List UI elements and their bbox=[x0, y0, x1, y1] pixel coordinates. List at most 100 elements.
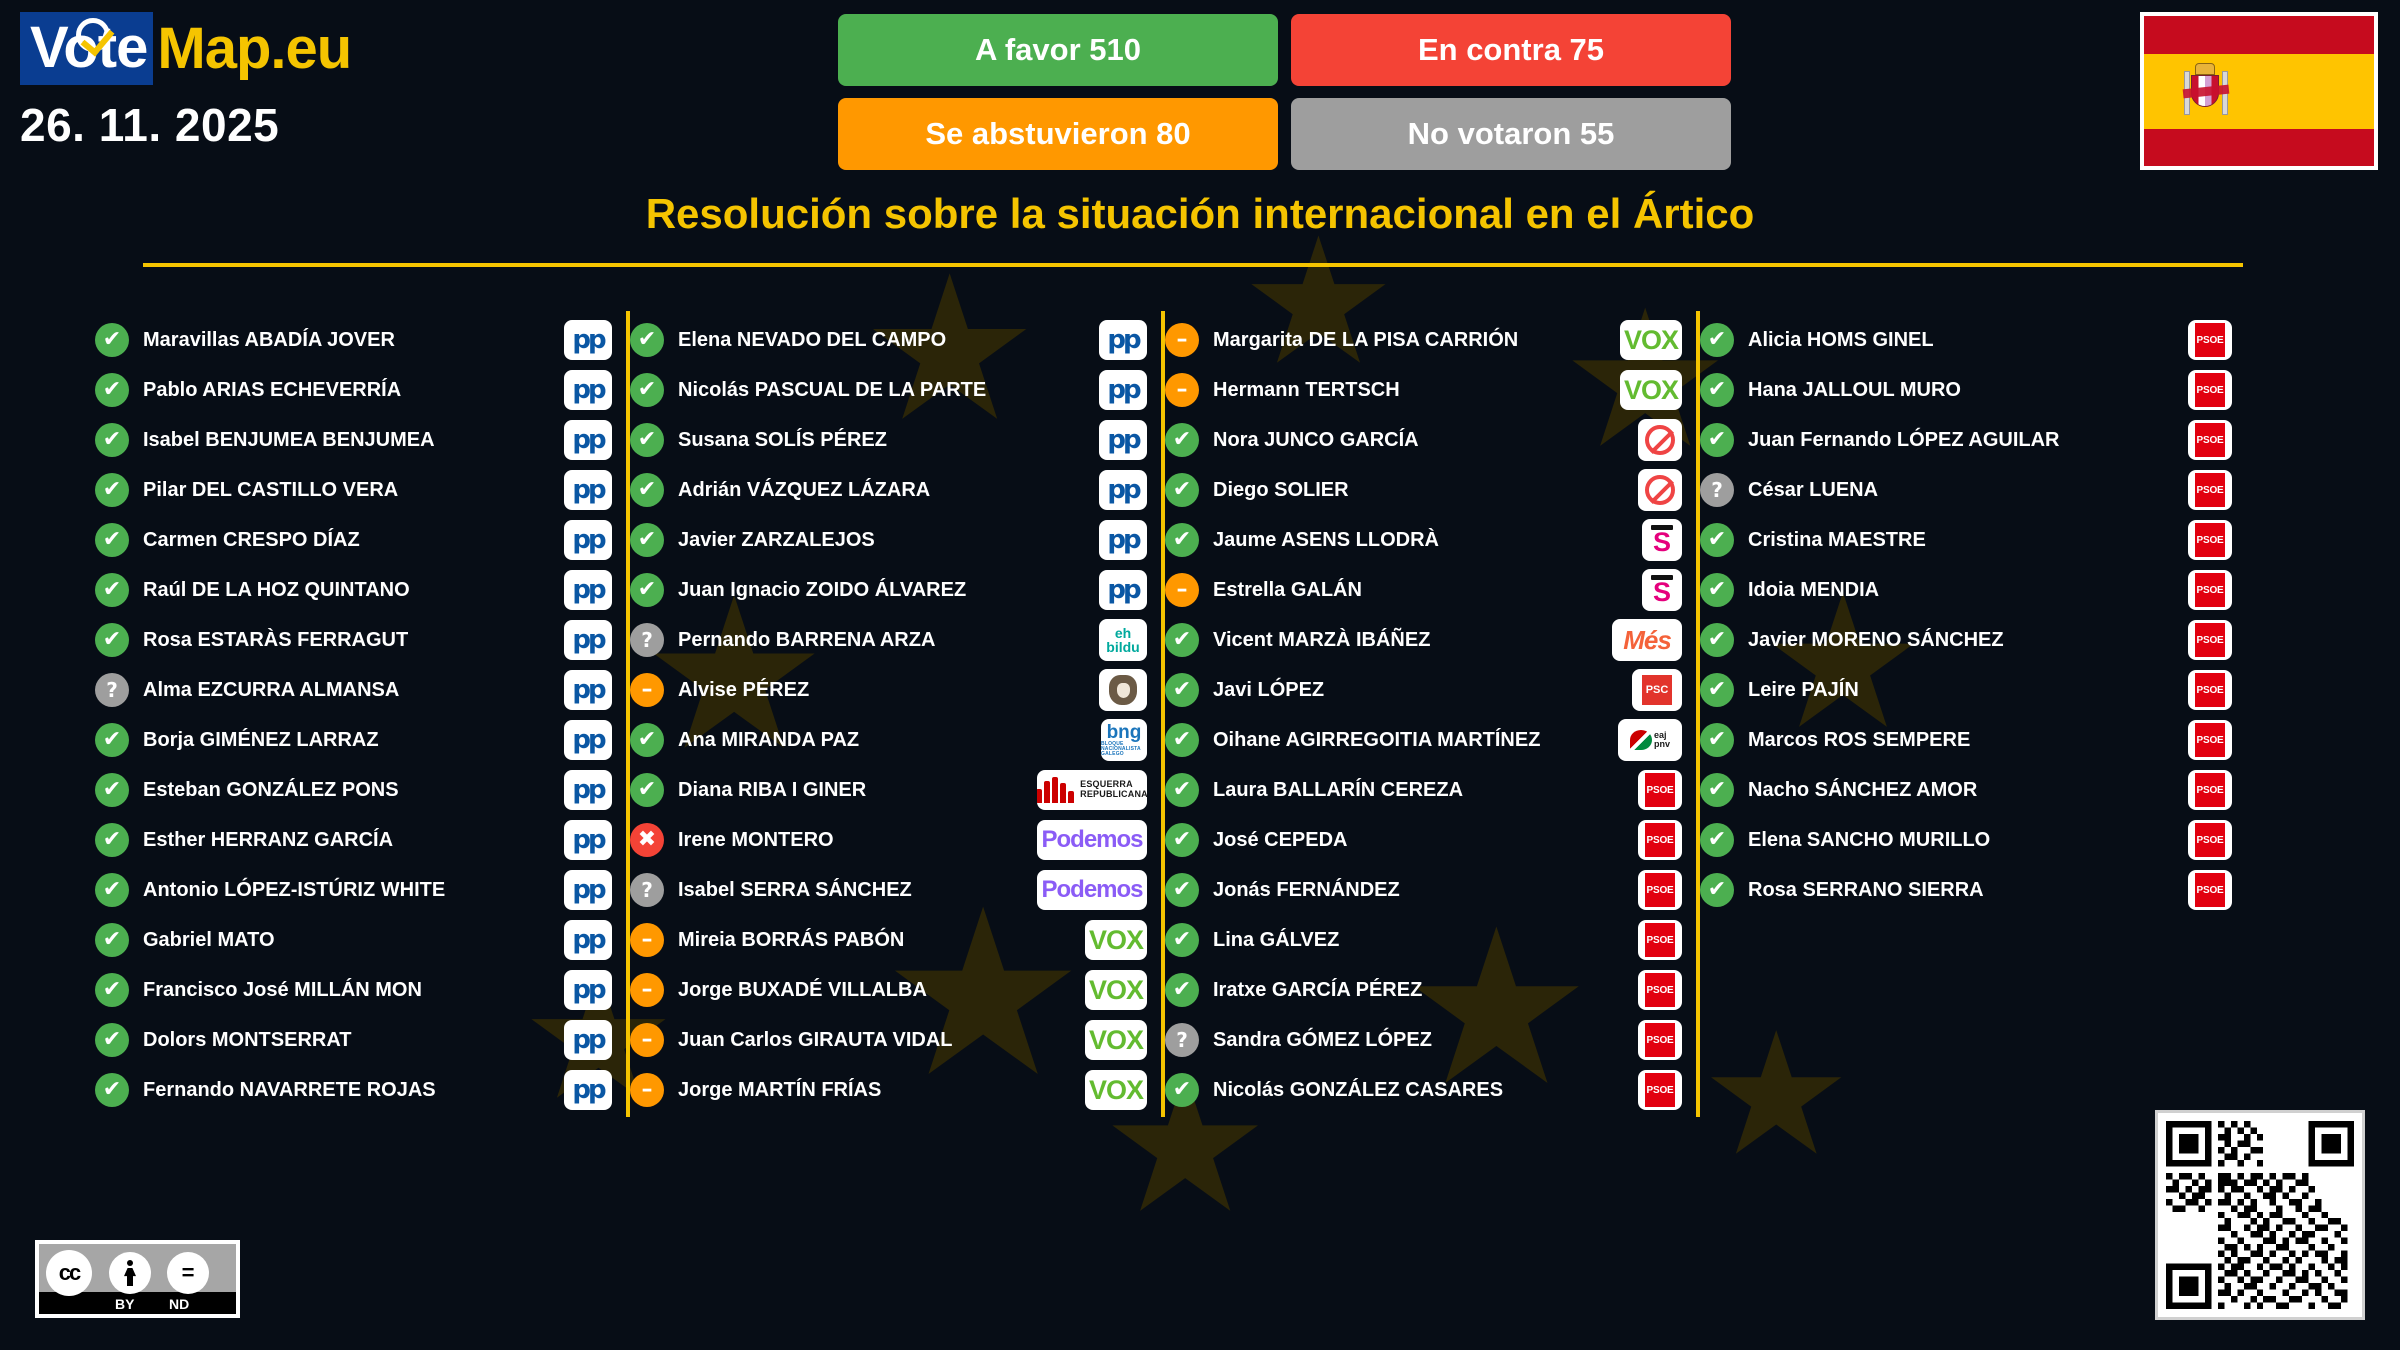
mep-row[interactable]: ? Sandra GÓMEZ LÓPEZ PSOE bbox=[1165, 1015, 1696, 1065]
vote-icon-for: ✔ bbox=[95, 973, 129, 1007]
mep-row[interactable]: – Jorge BUXADÉ VILLALBA VOX bbox=[630, 965, 1161, 1015]
qr-code-image bbox=[2166, 1121, 2354, 1309]
mep-row[interactable]: ✔ Pablo ARIAS ECHEVERRÍA pp bbox=[95, 365, 626, 415]
vote-icon-abstain: – bbox=[630, 1023, 664, 1057]
mep-row[interactable]: ✔ Pilar DEL CASTILLO VERA pp bbox=[95, 465, 626, 515]
mep-row[interactable]: ? César LUENA PSOE bbox=[1700, 465, 2246, 515]
vote-icon-for: ✔ bbox=[95, 1073, 129, 1107]
mep-row[interactable]: ✔ Javier MORENO SÁNCHEZ PSOE bbox=[1700, 615, 2246, 665]
mep-row[interactable]: ✔ Juan Fernando LÓPEZ AGUILAR PSOE bbox=[1700, 415, 2246, 465]
mep-row[interactable]: ✔ José CEPEDA PSOE bbox=[1165, 815, 1696, 865]
mep-row[interactable]: ✔ Leire PAJÍN PSOE bbox=[1700, 665, 2246, 715]
vote-icon-for: ✔ bbox=[630, 323, 664, 357]
mep-row[interactable]: ✔ Rosa ESTARÀS FERRAGUT pp bbox=[95, 615, 626, 665]
mep-row[interactable]: – Mireia BORRÁS PABÓN VOX bbox=[630, 915, 1161, 965]
tally-against[interactable]: En contra 75 bbox=[1291, 14, 1731, 86]
mep-row[interactable]: ✔ Juan Ignacio ZOIDO ÁLVAREZ pp bbox=[630, 565, 1161, 615]
mep-row[interactable]: ✔ Rosa SERRANO SIERRA PSOE bbox=[1700, 865, 2246, 915]
vote-icon-novote: ? bbox=[1165, 1023, 1199, 1057]
mep-row[interactable]: ✔ Laura BALLARÍN CEREZA PSOE bbox=[1165, 765, 1696, 815]
cc-nd-label: ND bbox=[169, 1296, 190, 1312]
mep-row[interactable]: ✔ Nacho SÁNCHEZ AMOR PSOE bbox=[1700, 765, 2246, 815]
mep-row[interactable]: ✔ Esther HERRANZ GARCÍA pp bbox=[95, 815, 626, 865]
mep-row[interactable]: ✔ Gabriel MATO pp bbox=[95, 915, 626, 965]
mep-row[interactable]: ✔ Nora JUNCO GARCÍA bbox=[1165, 415, 1696, 465]
mep-row[interactable]: ✔ Nicolás PASCUAL DE LA PARTE pp bbox=[630, 365, 1161, 415]
vote-icon-for: ✔ bbox=[1165, 723, 1199, 757]
mep-name: Jonás FERNÁNDEZ bbox=[1213, 878, 1400, 901]
mep-row[interactable]: ✔ Javi LÓPEZ PSC bbox=[1165, 665, 1696, 715]
mep-row[interactable]: ✔ Fernando NAVARRETE ROJAS pp bbox=[95, 1065, 626, 1115]
mep-row[interactable]: ✔ Nicolás GONZÁLEZ CASARES PSOE bbox=[1165, 1065, 1696, 1115]
mep-name: Diego SOLIER bbox=[1213, 478, 1349, 501]
mep-row[interactable]: ✔ Esteban GONZÁLEZ PONS pp bbox=[95, 765, 626, 815]
mep-row[interactable]: ✔ Elena NEVADO DEL CAMPO pp bbox=[630, 315, 1161, 365]
mep-row[interactable]: ✔ Marcos ROS SEMPERE PSOE bbox=[1700, 715, 2246, 765]
mep-row[interactable]: ✔ Vicent MARZÀ IBÁÑEZ Més bbox=[1165, 615, 1696, 665]
mep-row[interactable]: ✔ Javier ZARZALEJOS pp bbox=[630, 515, 1161, 565]
creative-commons-badge[interactable]: cc = BY ND bbox=[35, 1240, 240, 1318]
mep-row[interactable]: ? Pernando BARRENA ARZA eh bildu bbox=[630, 615, 1161, 665]
tally-for[interactable]: A favor 510 bbox=[838, 14, 1278, 86]
party-logo-pp: pp bbox=[564, 920, 612, 960]
mep-row[interactable]: ✔ Hana JALLOUL MURO PSOE bbox=[1700, 365, 2246, 415]
qr-code[interactable] bbox=[2155, 1110, 2365, 1320]
mep-name: Jorge MARTÍN FRÍAS bbox=[678, 1078, 882, 1101]
mep-row[interactable]: ✔ Elena SANCHO MURILLO PSOE bbox=[1700, 815, 2246, 865]
mep-row[interactable]: – Hermann TERTSCH VOX bbox=[1165, 365, 1696, 415]
mep-row[interactable]: ✔ Alicia HOMS GINEL PSOE bbox=[1700, 315, 2246, 365]
mep-row[interactable]: ✔ Adrián VÁZQUEZ LÁZARA pp bbox=[630, 465, 1161, 515]
site-logo[interactable]: Vote Map.eu bbox=[20, 12, 352, 85]
mep-name: Estrella GALÁN bbox=[1213, 578, 1362, 601]
mep-row[interactable]: ✔ Cristina MAESTRE PSOE bbox=[1700, 515, 2246, 565]
mep-row[interactable]: ✔ Carmen CRESPO DÍAZ pp bbox=[95, 515, 626, 565]
mep-name: Marcos ROS SEMPERE bbox=[1748, 728, 1971, 751]
mep-row[interactable]: ✖ Irene MONTERO Podemos bbox=[630, 815, 1161, 865]
mep-row[interactable]: ? Alma EZCURRA ALMANSA pp bbox=[95, 665, 626, 715]
vote-icon-abstain: – bbox=[630, 1073, 664, 1107]
tally-abstained[interactable]: Se abstuvieron 80 bbox=[838, 98, 1278, 170]
vote-icon-for: ✔ bbox=[630, 523, 664, 557]
mep-row[interactable]: – Alvise PÉREZ bbox=[630, 665, 1161, 715]
tally-did-not-vote[interactable]: No votaron 55 bbox=[1291, 98, 1731, 170]
party-logo-no-entry bbox=[1638, 419, 1682, 461]
mep-row[interactable]: ✔ Idoia MENDIA PSOE bbox=[1700, 565, 2246, 615]
mep-row[interactable]: – Juan Carlos GIRAUTA VIDAL VOX bbox=[630, 1015, 1161, 1065]
mep-row[interactable]: – Margarita DE LA PISA CARRIÓN VOX bbox=[1165, 315, 1696, 365]
mep-row[interactable]: ✔ Iratxe GARCÍA PÉREZ PSOE bbox=[1165, 965, 1696, 1015]
party-logo-psoe: PSOE bbox=[1638, 970, 1682, 1010]
mep-row[interactable]: ✔ Oihane AGIRREGOITIA MARTÍNEZ eaj pnv bbox=[1165, 715, 1696, 765]
party-logo-pp: pp bbox=[564, 620, 612, 660]
vote-icon-for: ✔ bbox=[1165, 873, 1199, 907]
party-logo-podemos: Podemos bbox=[1037, 820, 1147, 860]
mep-name: Diana RIBA I GINER bbox=[678, 778, 867, 801]
mep-row[interactable]: ? Isabel SERRA SÁNCHEZ Podemos bbox=[630, 865, 1161, 915]
mep-row[interactable]: ✔ Susana SOLÍS PÉREZ pp bbox=[630, 415, 1161, 465]
mep-row[interactable]: – Estrella GALÁN S bbox=[1165, 565, 1696, 615]
mep-row[interactable]: ✔ Ana MIRANDA PAZ bng BLOQUE NACIONALISTA… bbox=[630, 715, 1161, 765]
mep-row[interactable]: ✔ Isabel BENJUMEA BENJUMEA pp bbox=[95, 415, 626, 465]
mep-row[interactable]: ✔ Lina GÁLVEZ PSOE bbox=[1165, 915, 1696, 965]
mep-row[interactable]: ✔ Borja GIMÉNEZ LARRAZ pp bbox=[95, 715, 626, 765]
mep-row[interactable]: ✔ Francisco José MILLÁN MON pp bbox=[95, 965, 626, 1015]
mep-row[interactable]: ✔ Raúl DE LA HOZ QUINTANO pp bbox=[95, 565, 626, 615]
mep-row[interactable]: ✔ Dolors MONTSERRAT pp bbox=[95, 1015, 626, 1065]
mep-row[interactable]: ✔ Diego SOLIER bbox=[1165, 465, 1696, 515]
vote-icon-for: ✔ bbox=[630, 423, 664, 457]
mep-name: Ana MIRANDA PAZ bbox=[678, 728, 860, 751]
mep-row[interactable]: ✔ Jonás FERNÁNDEZ PSOE bbox=[1165, 865, 1696, 915]
vote-icon-for: ✔ bbox=[1700, 373, 1734, 407]
vote-date: 26. 11. 2025 bbox=[20, 99, 280, 151]
mep-row[interactable]: ✔ Antonio LÓPEZ-ISTÚRIZ WHITE pp bbox=[95, 865, 626, 915]
mep-name: Elena SANCHO MURILLO bbox=[1748, 828, 1991, 851]
party-logo-pp: pp bbox=[564, 720, 612, 760]
party-logo-pp: pp bbox=[564, 870, 612, 910]
mep-row[interactable]: ✔ Maravillas ABADÍA JOVER pp bbox=[95, 315, 626, 365]
mep-row[interactable]: ✔ Diana RIBA I GINER ESQUERRA REPUBLICANA bbox=[630, 765, 1161, 815]
party-logo-vox: VOX bbox=[1085, 1020, 1147, 1060]
party-logo-pp: pp bbox=[564, 470, 612, 510]
coat-of-arms-icon bbox=[2182, 61, 2230, 123]
mep-row[interactable]: – Jorge MARTÍN FRÍAS VOX bbox=[630, 1065, 1161, 1115]
mep-row[interactable]: ✔ Jaume ASENS LLODRÀ S bbox=[1165, 515, 1696, 565]
